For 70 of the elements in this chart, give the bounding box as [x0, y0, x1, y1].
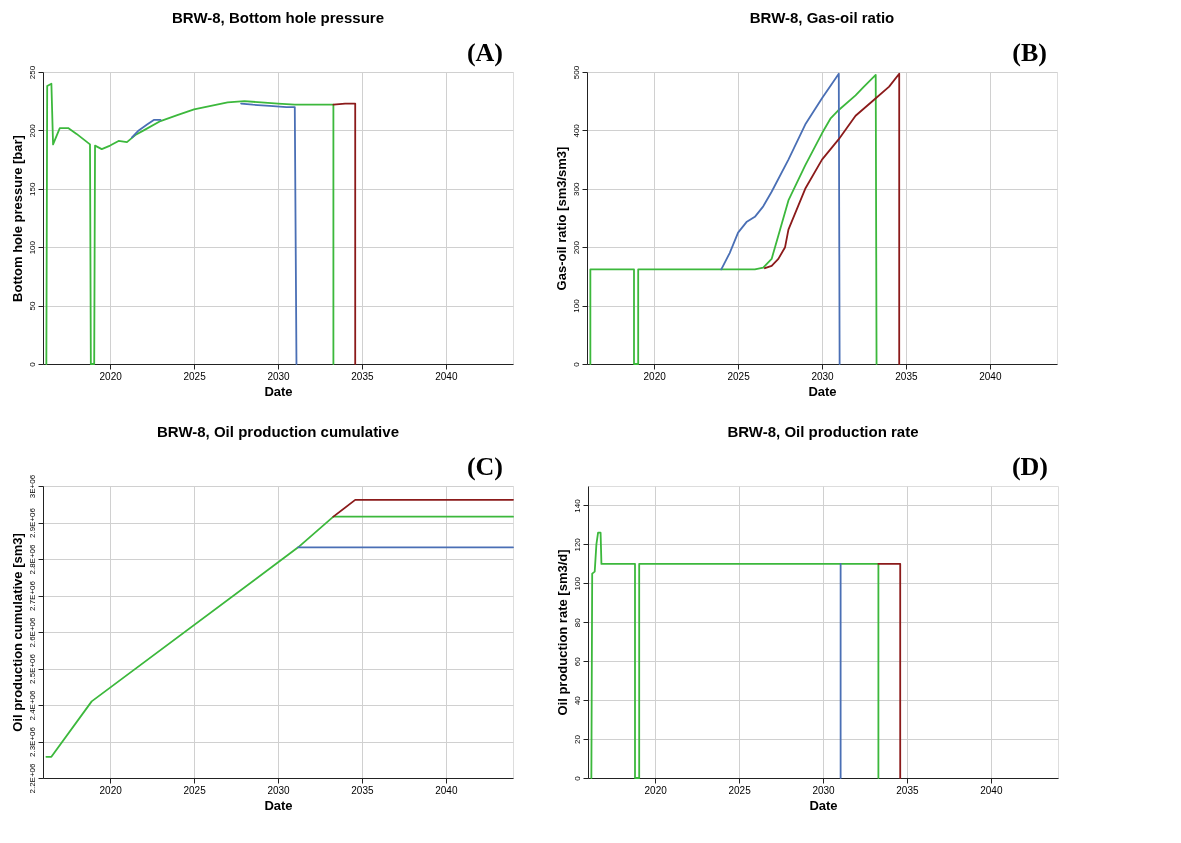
y-tick-label: 2.7E+06: [27, 580, 37, 612]
x-tick-label: 2025: [183, 784, 207, 796]
y-tick-label: 0: [571, 361, 581, 367]
chart-title: BRW-8, Oil production cumulative: [157, 423, 399, 440]
x-tick-label: 2030: [267, 784, 291, 796]
x-tick-label: 2040: [435, 370, 458, 382]
y-axis-title: Gas-oil ratio [sm3/sm3]: [553, 146, 569, 291]
y-tick-label: 400: [571, 123, 581, 138]
y-tick-label: 2.6E+06: [27, 616, 37, 648]
x-tick-label: 2020: [99, 370, 123, 382]
text: (D): [1011, 452, 1048, 481]
chart-title: BRW-8, Bottom hole pressure: [172, 9, 384, 26]
y-tick-label: 0: [27, 361, 37, 367]
x-tick-label: 2025: [727, 370, 751, 382]
y-tick-label: 2.8E+06: [27, 543, 37, 575]
text: (C): [466, 452, 503, 481]
y-axis-title: Bottom hole pressure [bar]: [9, 135, 25, 302]
x-tick-label: 2035: [351, 784, 374, 796]
x-tick-label: 2040: [979, 370, 1002, 382]
y-tick-label: 2.3E+06: [27, 726, 37, 758]
y-axis-title: Oil production cumulative [sm3]: [9, 533, 25, 732]
x-tick-label: 2020: [99, 784, 123, 796]
x-axis-title: Date: [809, 797, 838, 813]
text: (B): [1012, 38, 1047, 67]
y-axis-title: Oil production rate [sm3/d]: [554, 549, 570, 716]
x-tick-label: 2035: [895, 370, 918, 382]
y-tick-label: 2.4E+06: [27, 689, 37, 721]
x-axis-title: Date: [264, 383, 293, 399]
x-tick-label: 2030: [811, 370, 835, 382]
x-tick-label: 2035: [896, 784, 919, 796]
x-tick-label: 2025: [183, 370, 207, 382]
x-tick-label: 2040: [980, 784, 1003, 796]
x-tick-label: 2040: [435, 784, 458, 796]
y-tick-label: 40: [572, 695, 582, 706]
y-tick-label: 100: [27, 240, 37, 255]
y-tick-label: 200: [27, 123, 37, 138]
line-series: [764, 72, 901, 365]
x-tick-label: 2025: [728, 784, 752, 796]
x-tick-label: 2020: [643, 370, 667, 382]
line-series: [720, 72, 841, 365]
y-tick-label: 140: [572, 498, 582, 513]
y-tick-label: 200: [571, 240, 581, 255]
x-tick-label: 2030: [267, 370, 291, 382]
chart-title: BRW-8, Oil production rate: [727, 423, 919, 440]
y-tick-label: 100: [572, 576, 582, 591]
x-tick-label: 2030: [812, 784, 836, 796]
y-tick-label: 3E+06: [27, 474, 37, 499]
y-tick-label: 500: [571, 65, 581, 80]
y-tick-label: 20: [572, 734, 582, 745]
chart-title: BRW-8, Gas-oil ratio: [749, 9, 895, 26]
y-tick-label: 0: [572, 775, 582, 781]
line-series: [45, 82, 335, 365]
x-tick-label: 2035: [351, 370, 374, 382]
y-tick-label: 80: [572, 617, 582, 628]
y-tick-label: 2.9E+06: [27, 507, 37, 539]
y-tick-label: 2.5E+06: [27, 653, 37, 685]
y-tick-label: 60: [572, 656, 582, 667]
y-tick-label: 250: [27, 65, 37, 80]
line-series: [590, 531, 880, 779]
y-tick-label: 2.2E+06: [27, 762, 37, 794]
x-axis-title: Date: [808, 383, 837, 399]
y-tick-label: 120: [572, 537, 582, 552]
x-axis-title: Date: [264, 797, 293, 813]
y-tick-label: 150: [27, 182, 37, 196]
y-tick-label: 50: [27, 301, 37, 311]
x-tick-label: 2020: [644, 784, 668, 796]
text: (A): [466, 38, 503, 67]
y-tick-label: 100: [571, 298, 581, 313]
line-series: [45, 515, 514, 758]
y-tick-label: 300: [571, 182, 581, 196]
